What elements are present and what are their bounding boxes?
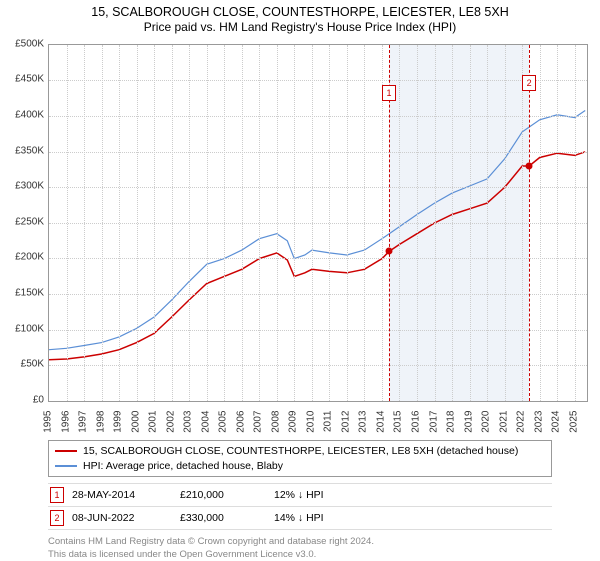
y-axis-label: £100K [0, 323, 44, 334]
y-axis-label: £150K [0, 288, 44, 299]
x-axis-label: 2004 [200, 410, 211, 440]
table-row: 2 08-JUN-2022 £330,000 14% ↓ HPI [48, 507, 552, 530]
tx-price: £210,000 [180, 489, 266, 501]
x-axis-label: 1999 [113, 410, 124, 440]
x-axis-label: 2001 [148, 410, 159, 440]
legend-label: 15, SCALBOROUGH CLOSE, COUNTESTHORPE, LE… [83, 444, 518, 459]
tx-diff: 14% ↓ HPI [274, 512, 384, 524]
x-axis-label: 1998 [95, 410, 106, 440]
tx-marker-icon: 1 [50, 487, 64, 503]
x-axis-label: 1997 [78, 410, 89, 440]
x-axis-label: 2018 [446, 410, 457, 440]
transaction-table: 1 28-MAY-2014 £210,000 12% ↓ HPI 2 08-JUN-202… [48, 483, 552, 530]
x-axis-label: 2023 [533, 410, 544, 440]
marker-label: 1 [382, 85, 396, 101]
price-chart: 1 2 £0 £50K £100K £150K £200K £250K £300K £350K £… [0, 38, 600, 438]
x-axis-label: 1996 [60, 410, 71, 440]
x-axis-label: 2002 [165, 410, 176, 440]
marker-dot [385, 248, 392, 255]
legend-label: HPI: Average price, detached house, Blab… [83, 459, 283, 474]
x-axis-label: 2003 [183, 410, 194, 440]
x-axis-label: 2007 [253, 410, 264, 440]
tx-date: 28-MAY-2014 [72, 489, 172, 501]
y-axis-label: £200K [0, 252, 44, 263]
x-axis-label: 2022 [516, 410, 527, 440]
y-axis-label: £250K [0, 216, 44, 227]
x-axis-label: 2015 [393, 410, 404, 440]
x-axis-label: 1995 [43, 410, 54, 440]
marker-label: 2 [522, 75, 536, 91]
y-axis-label: £0 [0, 394, 44, 405]
legend-box: 15, SCALBOROUGH CLOSE, COUNTESTHORPE, LE… [48, 440, 552, 477]
x-axis-label: 2025 [568, 410, 579, 440]
y-axis-label: £500K [0, 38, 44, 49]
x-axis-label: 2017 [428, 410, 439, 440]
legend-item: 15, SCALBOROUGH CLOSE, COUNTESTHORPE, LE… [55, 444, 545, 459]
x-axis-label: 2010 [305, 410, 316, 440]
x-axis-label: 2016 [411, 410, 422, 440]
legend-item: HPI: Average price, detached house, Blab… [55, 459, 545, 474]
x-axis-label: 2012 [340, 410, 351, 440]
y-axis-label: £350K [0, 145, 44, 156]
x-axis-label: 2021 [498, 410, 509, 440]
tx-date: 08-JUN-2022 [72, 512, 172, 524]
x-axis-label: 2008 [270, 410, 281, 440]
legend-swatch [55, 450, 77, 452]
footnote: Contains HM Land Registry data © Crown c… [48, 536, 552, 561]
x-axis-label: 2006 [235, 410, 246, 440]
x-axis-label: 2020 [481, 410, 492, 440]
tx-diff: 12% ↓ HPI [274, 489, 384, 501]
x-axis-label: 2019 [463, 410, 474, 440]
page-title: 15, SCALBOROUGH CLOSE, COUNTESTHORPE, LE… [0, 4, 600, 20]
y-axis-label: £400K [0, 110, 44, 121]
x-axis-label: 2014 [375, 410, 386, 440]
footnote-line: Contains HM Land Registry data © Crown c… [48, 536, 552, 548]
page-subtitle: Price paid vs. HM Land Registry's House … [0, 20, 600, 36]
x-axis-label: 2000 [130, 410, 141, 440]
x-axis-label: 2011 [323, 410, 334, 440]
y-axis-label: £450K [0, 74, 44, 85]
y-axis-label: £300K [0, 181, 44, 192]
footnote-line: This data is licensed under the Open Gov… [48, 549, 552, 561]
x-axis-label: 2024 [551, 410, 562, 440]
x-axis-label: 2013 [358, 410, 369, 440]
legend-swatch [55, 465, 77, 467]
y-axis-label: £50K [0, 359, 44, 370]
x-axis-label: 2009 [288, 410, 299, 440]
tx-price: £330,000 [180, 512, 266, 524]
x-axis-label: 2005 [218, 410, 229, 440]
tx-marker-icon: 2 [50, 510, 64, 526]
marker-dot [526, 162, 533, 169]
table-row: 1 28-MAY-2014 £210,000 12% ↓ HPI [48, 483, 552, 507]
